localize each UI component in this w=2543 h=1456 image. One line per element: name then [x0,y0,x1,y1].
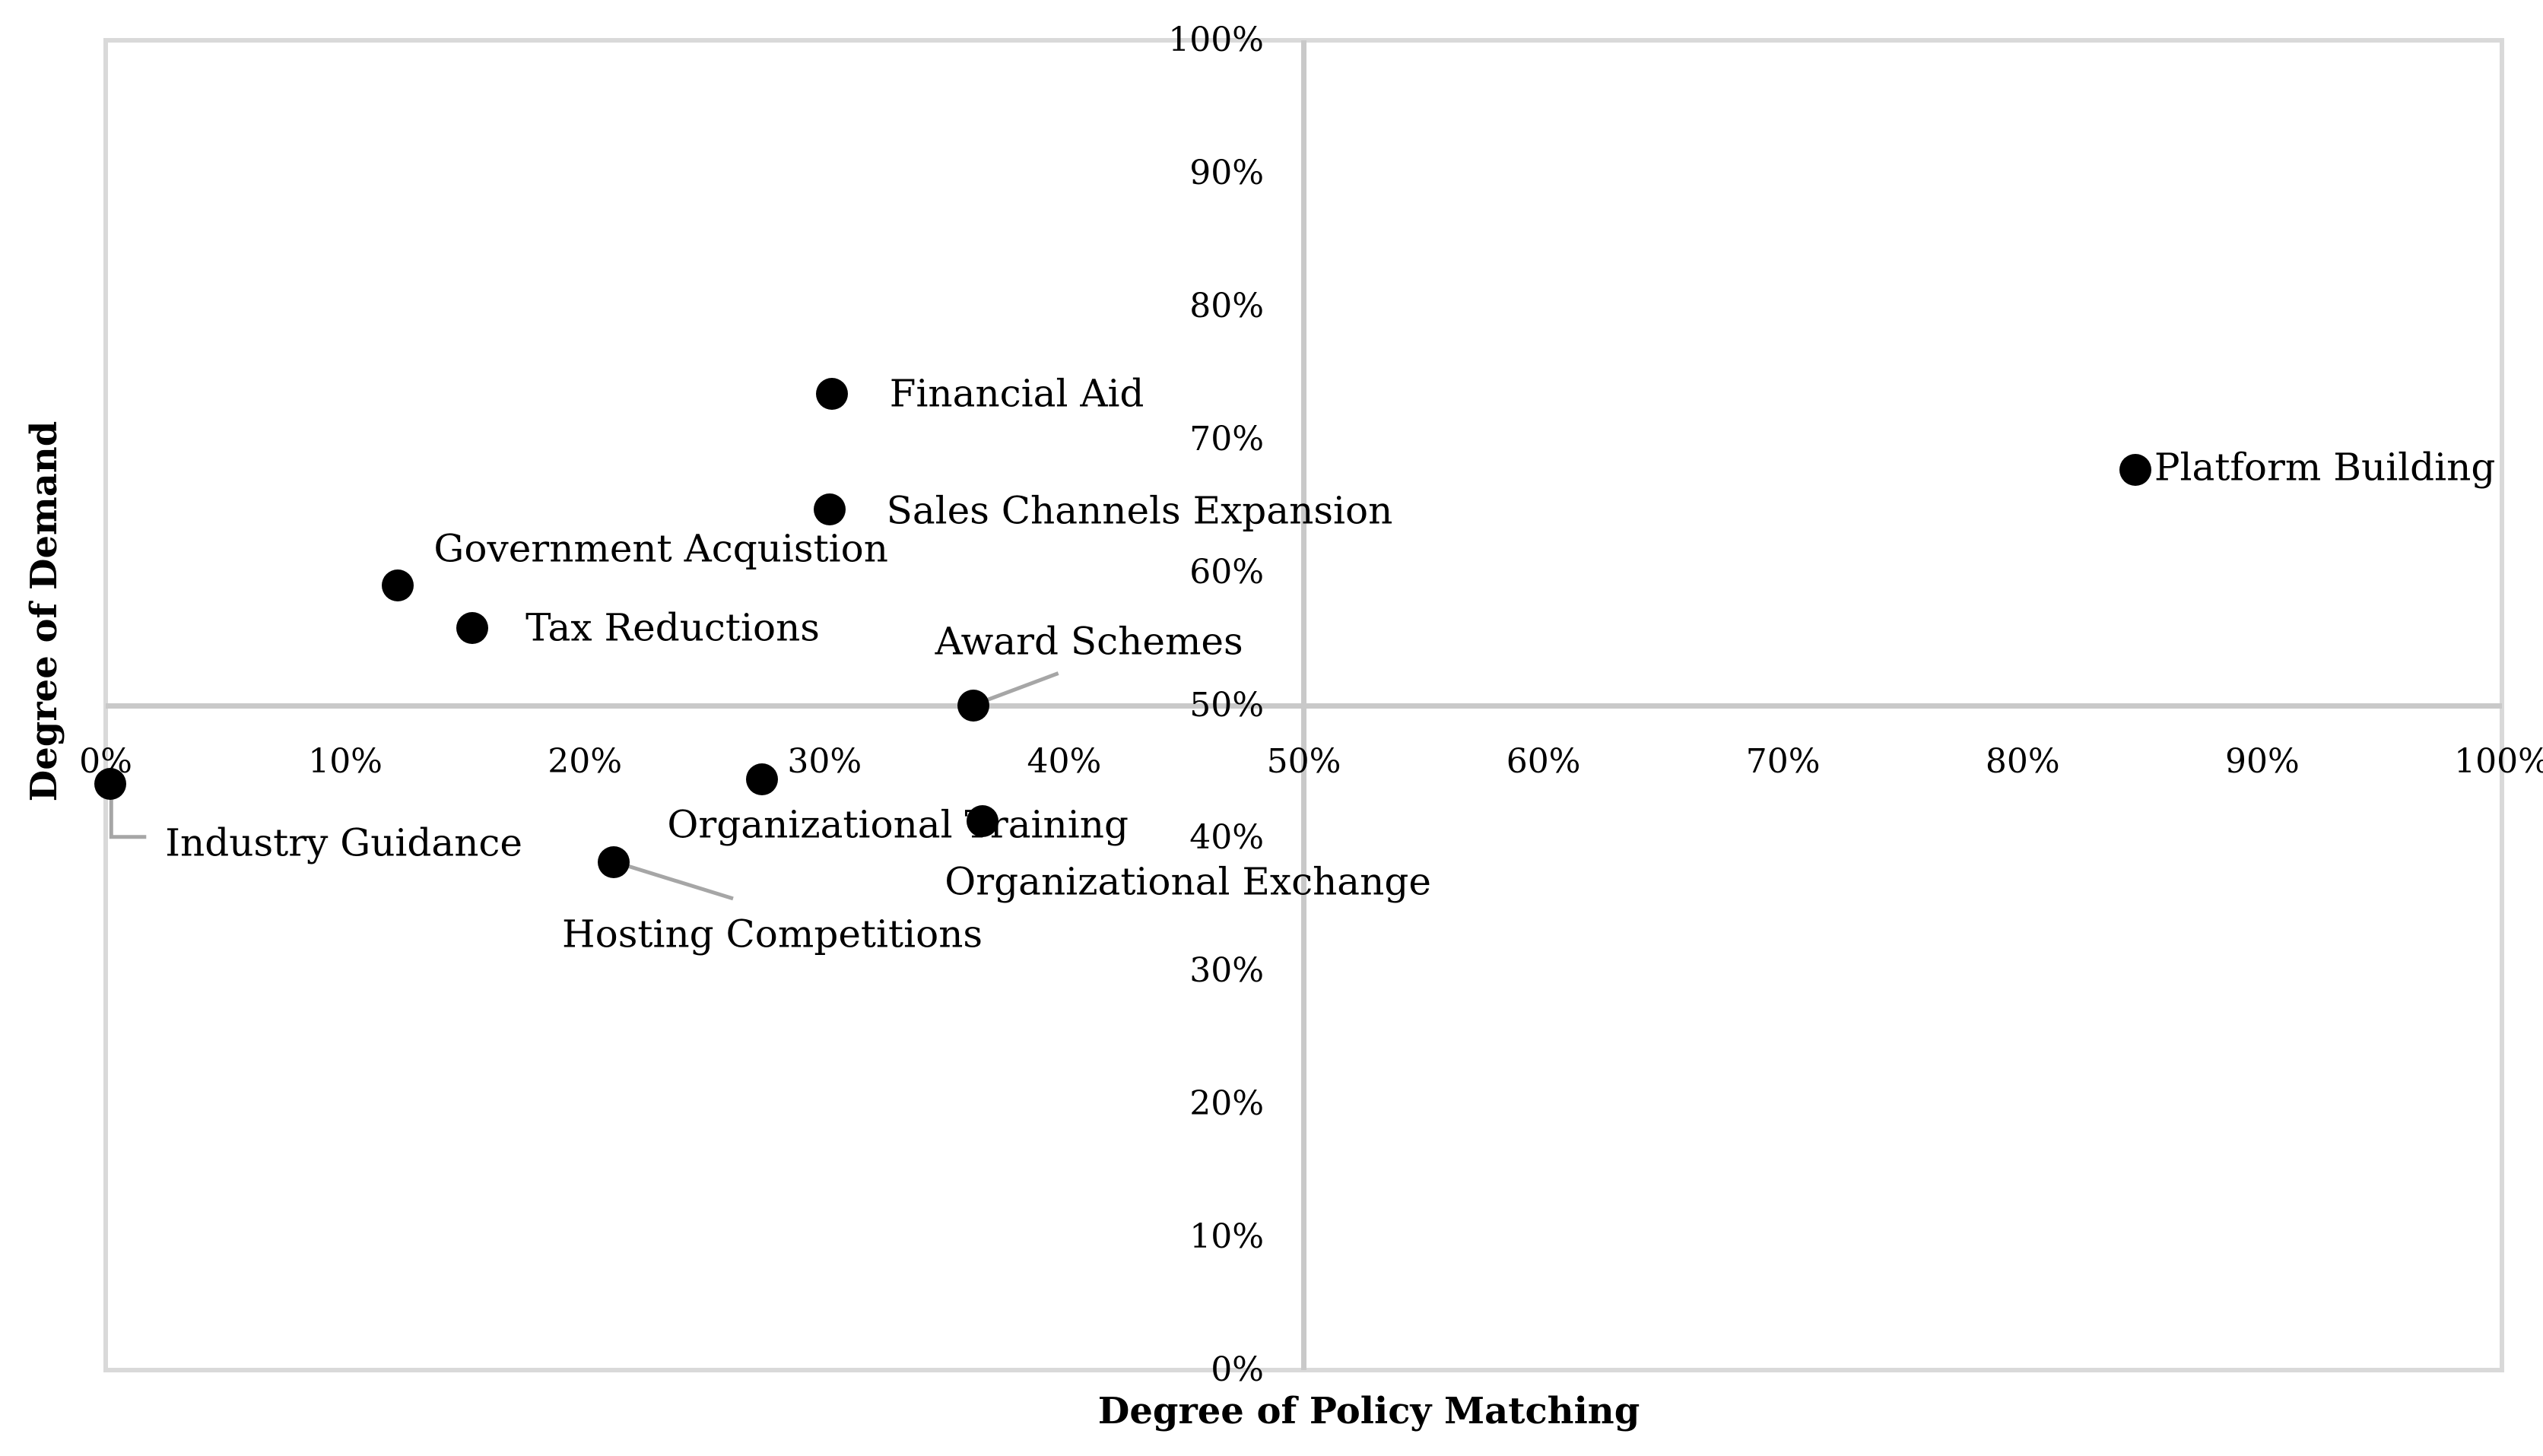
data-label-financial-aid: Financial Aid [889,371,1145,416]
y-tick-label-40: 40% [1189,818,1264,858]
data-point-platform-building [2119,453,2151,486]
y-tick-label-70: 70% [1189,419,1264,458]
data-label-hosting-competitions: Hosting Competitions [562,912,983,956]
data-label-tax-reductions: Tax Reductions [525,605,820,650]
x-tick-label-20: 20% [548,742,623,781]
y-tick-label-90: 90% [1189,153,1264,192]
data-label-organizational-training: Organizational Training [667,802,1129,847]
data-point-organizational-exchange [967,804,999,837]
data-label-platform-building: Platform Building [2154,445,2496,490]
x-tick-label-60: 60% [1506,742,1581,781]
data-point-financial-aid [815,378,848,411]
data-point-sales-channels-expansion [813,493,846,526]
x-axis-title: Degree of Policy Matching [1097,1390,1640,1432]
y-tick-label-0: 0% [1211,1350,1264,1389]
y-tick-label-30: 30% [1189,951,1264,991]
y-tick-label-20: 20% [1189,1083,1264,1123]
y-tick-label-50: 50% [1189,685,1264,725]
data-point-hosting-competitions [598,845,630,878]
data-point-industry-guidance [94,767,127,800]
x-tick-label-90: 90% [2224,742,2300,781]
data-point-government-acquistion [382,569,414,602]
data-label-government-acquistion: Government Acquistion [433,526,888,571]
data-point-award-schemes [957,689,989,722]
x-tick-label-30: 30% [787,742,862,781]
x-tick-label-50: 50% [1266,742,1341,781]
x-tick-label-70: 70% [1745,742,1821,781]
x-tick-label-100: 100% [2454,742,2543,781]
data-label-industry-guidance: Industry Guidance [165,820,522,864]
y-tick-label-10: 10% [1189,1217,1264,1256]
x-tick-label-80: 80% [1985,742,2060,781]
data-label-award-schemes: Award Schemes [935,618,1243,663]
data-label-sales-channels-expansion: Sales Channels Expansion [886,488,1393,533]
data-point-organizational-training [746,763,779,796]
y-axis-line [1301,40,1306,1370]
y-tick-label-60: 60% [1189,552,1264,592]
y-tick-label-80: 80% [1189,286,1264,325]
x-tick-label-40: 40% [1027,742,1102,781]
data-point-tax-reductions [456,612,489,645]
y-tick-label-100: 100% [1168,20,1264,59]
data-label-organizational-exchange: Organizational Exchange [944,858,1431,903]
x-tick-label-10: 10% [308,742,383,781]
y-axis-title: Degree of Demand [23,420,65,802]
